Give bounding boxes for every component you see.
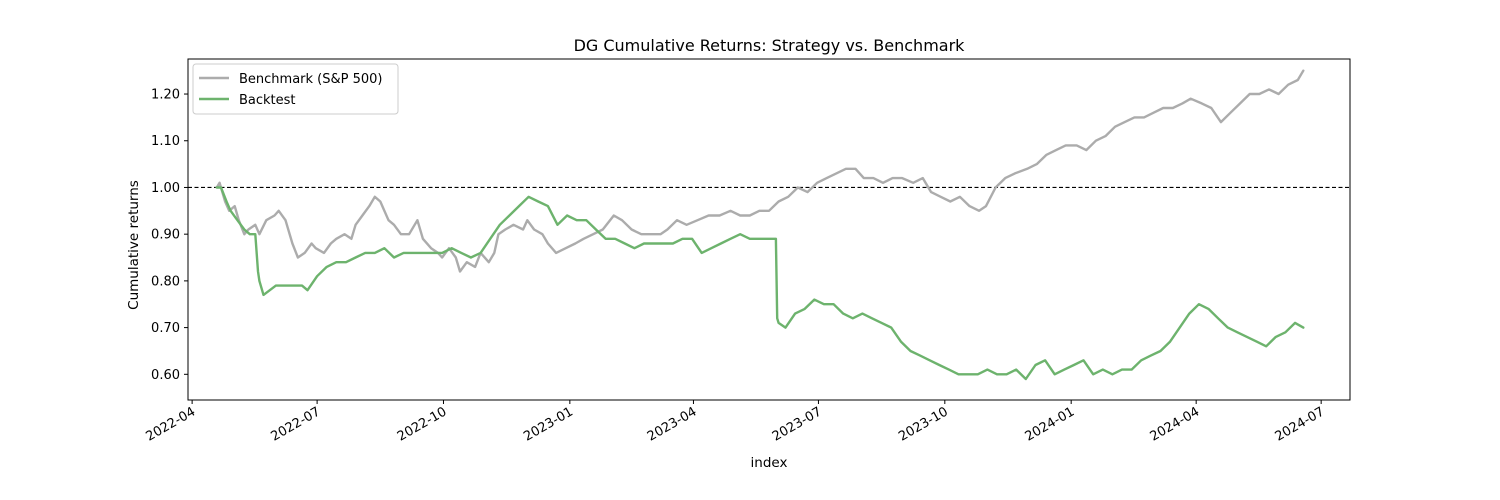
chart-title: DG Cumulative Returns: Strategy vs. Benc…	[574, 36, 966, 55]
series-line-benchmark	[215, 69, 1305, 273]
y-tick-label: 1.10	[151, 134, 180, 149]
plot-frame	[187, 58, 1351, 401]
plot-area	[188, 69, 1350, 381]
y-tick-label: 0.60	[151, 368, 180, 383]
y-tick-label: 0.70	[151, 321, 180, 336]
y-axis-title: Cumulative returns	[126, 180, 142, 310]
series-group	[215, 69, 1305, 381]
y-tick-label: 1.20	[151, 88, 180, 103]
y-tick-label: 0.80	[151, 274, 180, 289]
legend-box	[192, 63, 399, 115]
legend-label-benchmark: Benchmark (S&P 500)	[239, 72, 383, 87]
x-axis-title: index	[751, 455, 788, 471]
y-tick-label: 0.90	[151, 228, 180, 243]
legend: Benchmark (S&P 500) Backtest	[192, 63, 399, 115]
y-tick-label: 1.00	[151, 181, 180, 196]
series-line-backtest	[215, 186, 1305, 381]
legend-label-backtest: Backtest	[239, 93, 296, 108]
